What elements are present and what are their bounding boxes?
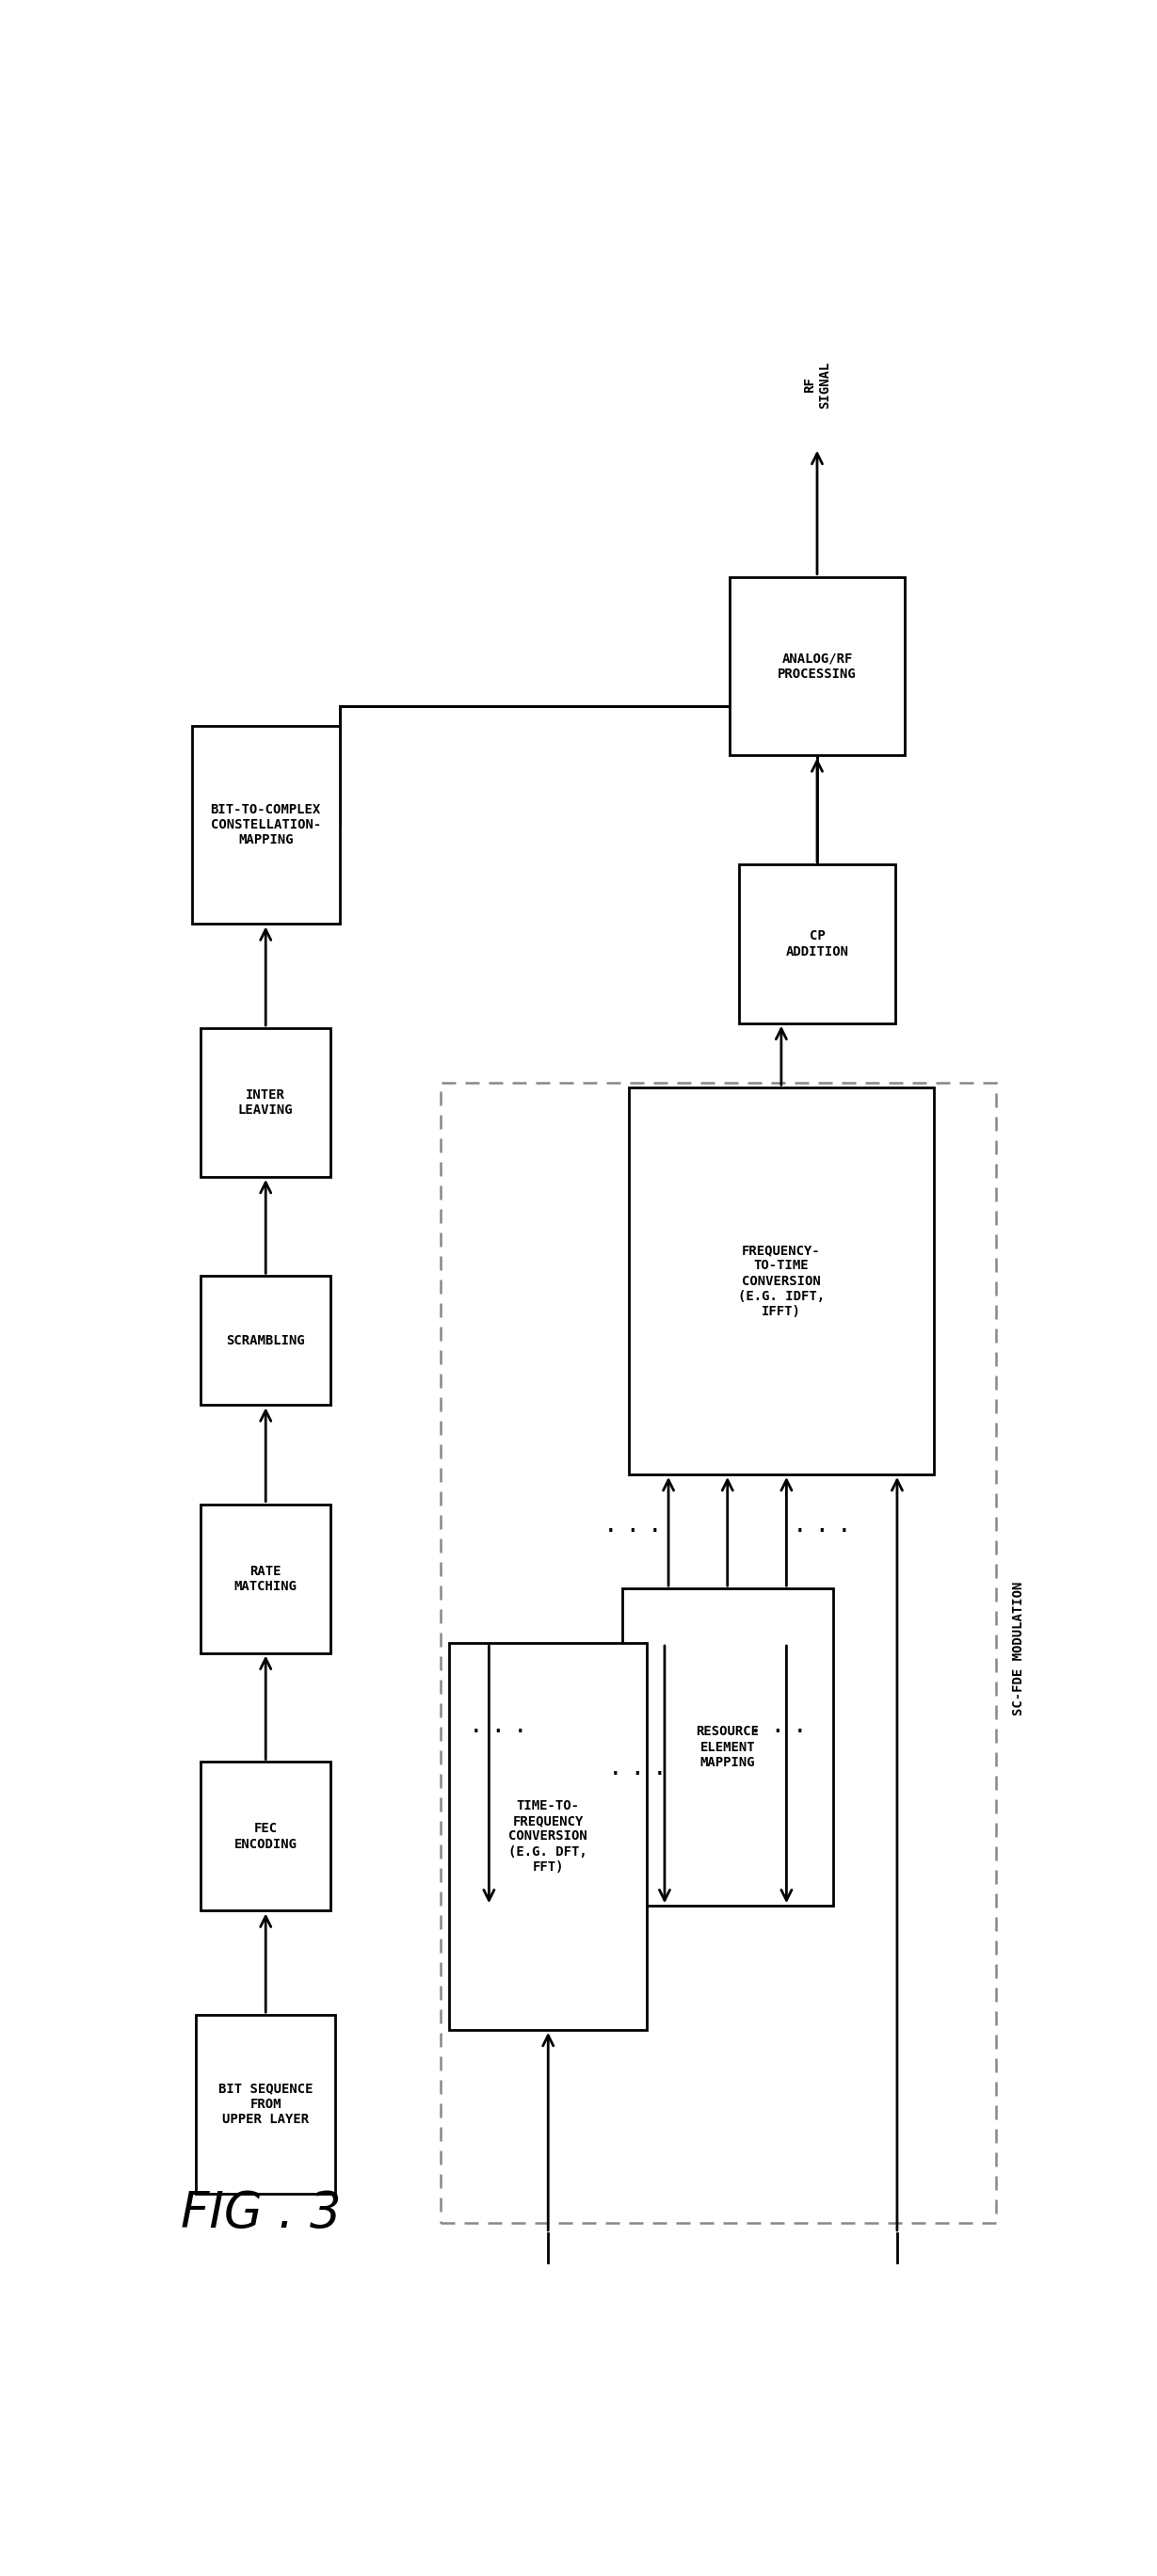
FancyBboxPatch shape: [200, 1028, 331, 1177]
Text: · · ·: · · ·: [750, 1723, 805, 1741]
Text: INTER
LEAVING: INTER LEAVING: [238, 1087, 293, 1118]
FancyBboxPatch shape: [730, 577, 905, 755]
Text: RESOURCE
ELEMENT
MAPPING: RESOURCE ELEMENT MAPPING: [695, 1726, 759, 1770]
Text: · · ·: · · ·: [795, 1522, 850, 1540]
Text: · · ·: · · ·: [610, 1765, 665, 1783]
Text: RATE
MATCHING: RATE MATCHING: [234, 1564, 297, 1592]
Text: FEC
ENCODING: FEC ENCODING: [234, 1821, 297, 1850]
Text: · · ·: · · ·: [470, 1723, 525, 1741]
Text: SCRAMBLING: SCRAMBLING: [227, 1334, 305, 1347]
FancyBboxPatch shape: [629, 1087, 934, 1473]
FancyBboxPatch shape: [197, 2014, 336, 2195]
Text: BIT SEQUENCE
FROM
UPPER LAYER: BIT SEQUENCE FROM UPPER LAYER: [219, 2081, 314, 2125]
FancyBboxPatch shape: [200, 1504, 331, 1654]
Text: BIT-TO-COMPLEX
CONSTELLATION-
MAPPING: BIT-TO-COMPLEX CONSTELLATION- MAPPING: [211, 804, 320, 848]
Text: SC-FDE MODULATION: SC-FDE MODULATION: [1012, 1582, 1025, 1716]
FancyBboxPatch shape: [449, 1643, 647, 2030]
Text: FREQUENCY-
TO-TIME
CONVERSION
(E.G. IDFT,
IFFT): FREQUENCY- TO-TIME CONVERSION (E.G. IDFT…: [738, 1244, 825, 1319]
Text: TIME-TO-
FREQUENCY
CONVERSION
(E.G. DFT,
FFT): TIME-TO- FREQUENCY CONVERSION (E.G. DFT,…: [509, 1798, 588, 1873]
Text: FIG . 3: FIG . 3: [180, 2190, 341, 2239]
FancyBboxPatch shape: [738, 866, 896, 1023]
FancyBboxPatch shape: [622, 1589, 833, 1906]
FancyBboxPatch shape: [200, 1762, 331, 1911]
FancyBboxPatch shape: [192, 726, 340, 925]
Text: ANALOG/RF
PROCESSING: ANALOG/RF PROCESSING: [778, 652, 856, 680]
Text: · · ·: · · ·: [605, 1522, 661, 1540]
FancyBboxPatch shape: [200, 1275, 331, 1404]
Text: RF
SIGNAL: RF SIGNAL: [803, 361, 832, 410]
Text: CP
ADDITION: CP ADDITION: [786, 930, 849, 958]
